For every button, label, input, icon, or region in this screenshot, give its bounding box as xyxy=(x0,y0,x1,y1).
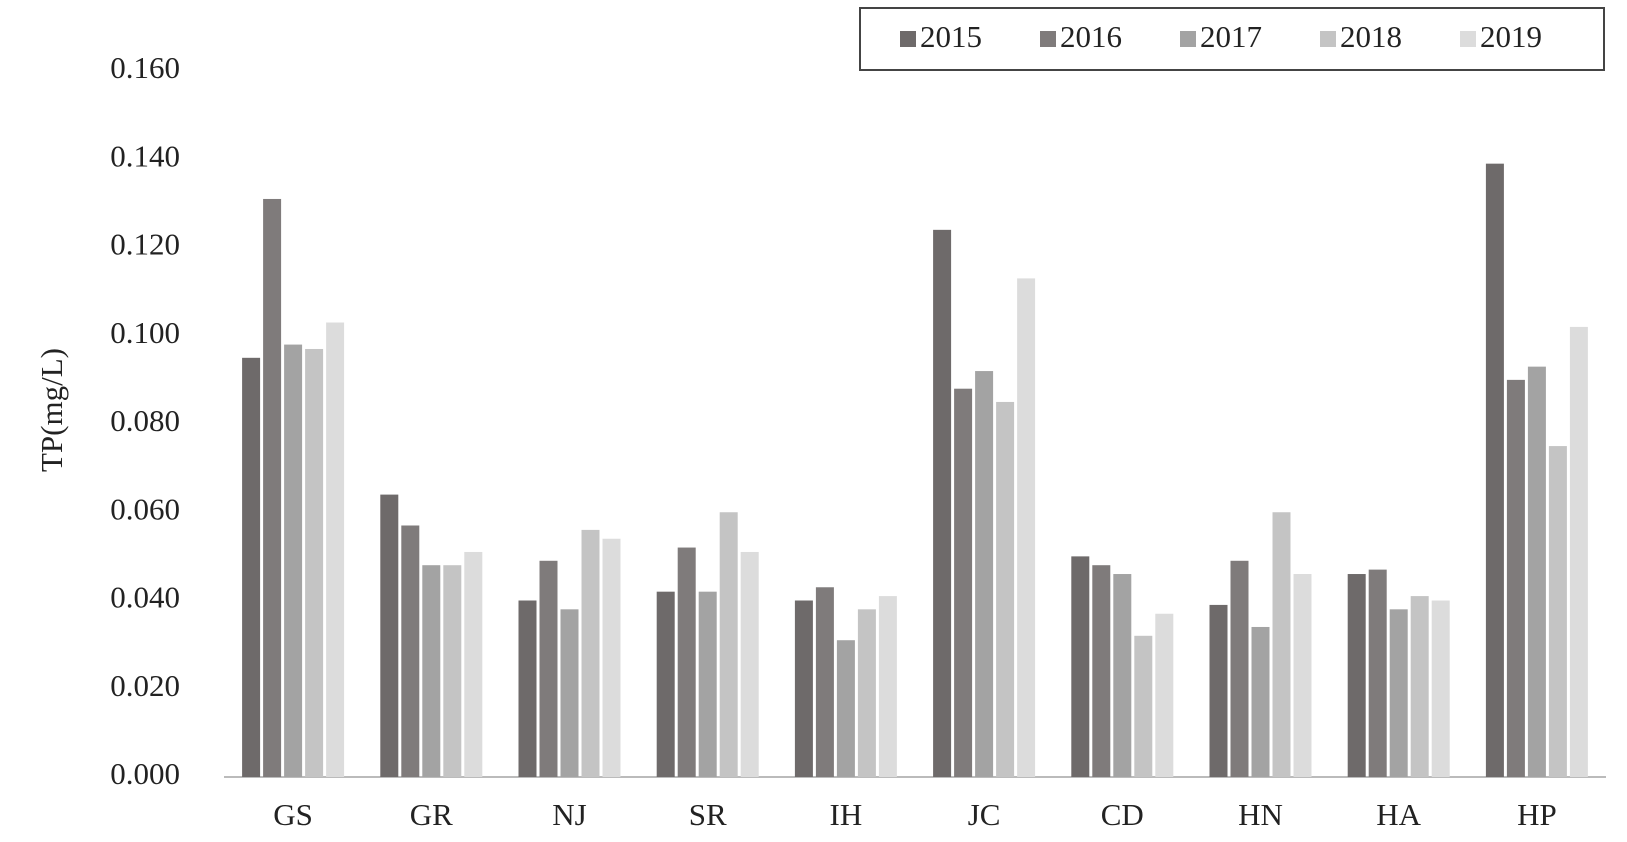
bar xyxy=(326,322,345,777)
x-tick-label: HP xyxy=(1517,797,1557,832)
x-tick-label: JC xyxy=(968,797,1001,832)
y-tick-label: 0.120 xyxy=(110,227,180,262)
bar xyxy=(1155,613,1174,777)
bar xyxy=(380,494,399,777)
bar xyxy=(401,525,420,777)
bar xyxy=(1017,278,1036,777)
bar xyxy=(933,229,952,778)
y-tick-label: 0.040 xyxy=(110,580,180,615)
legend-label: 2015 xyxy=(920,19,982,54)
bar xyxy=(954,388,973,777)
bar xyxy=(996,401,1015,777)
bar xyxy=(305,348,324,777)
bar xyxy=(539,560,558,777)
legend-label: 2017 xyxy=(1200,19,1262,54)
bar xyxy=(1272,512,1291,777)
bar xyxy=(815,587,834,777)
bar xyxy=(1548,446,1567,777)
legend-label: 2016 xyxy=(1060,19,1122,54)
x-tick-label: HN xyxy=(1238,797,1283,832)
bar xyxy=(1368,569,1387,777)
bar xyxy=(1569,326,1588,777)
bar xyxy=(1527,366,1546,777)
y-tick-label: 0.100 xyxy=(110,315,180,350)
x-tick-label: SR xyxy=(689,797,727,832)
bar xyxy=(836,640,855,777)
legend-swatch xyxy=(1040,31,1056,47)
bar xyxy=(422,565,441,777)
legend-box xyxy=(859,7,1605,71)
bar xyxy=(719,512,738,777)
y-tick-label: 0.080 xyxy=(110,403,180,438)
x-tick-label: IH xyxy=(830,797,863,832)
bar xyxy=(242,357,261,777)
legend-swatch xyxy=(900,31,916,47)
bar xyxy=(975,371,994,777)
bar xyxy=(464,551,483,777)
bar xyxy=(857,609,876,777)
bar xyxy=(1410,596,1429,777)
bar xyxy=(1113,574,1132,777)
y-tick-label: 0.020 xyxy=(110,668,180,703)
y-tick-label: 0.140 xyxy=(110,138,180,173)
bar xyxy=(518,600,537,777)
bar xyxy=(1293,574,1312,777)
y-tick-label: 0.160 xyxy=(110,50,180,85)
legend-swatch xyxy=(1460,31,1476,47)
legend-label: 2018 xyxy=(1340,19,1402,54)
bar xyxy=(656,591,675,777)
bar xyxy=(698,591,717,777)
bar xyxy=(1251,626,1270,777)
bar xyxy=(284,344,303,777)
bar xyxy=(794,600,813,777)
bar xyxy=(677,547,696,777)
bar xyxy=(560,609,579,777)
x-tick-label: NJ xyxy=(552,797,586,832)
bar xyxy=(1209,604,1228,777)
bar xyxy=(740,551,759,777)
bar xyxy=(581,529,600,777)
bar xyxy=(1389,609,1408,777)
y-tick-label: 0.000 xyxy=(110,756,180,791)
legend-swatch xyxy=(1320,31,1336,47)
legend-swatch xyxy=(1180,31,1196,47)
bar xyxy=(1431,600,1450,777)
x-tick-label: HA xyxy=(1376,797,1421,832)
bar xyxy=(443,565,462,777)
bar xyxy=(1230,560,1249,777)
bar xyxy=(1134,635,1153,777)
bar xyxy=(263,198,282,777)
x-tick-label: GR xyxy=(410,797,453,832)
y-axis-label: TP(mg/L) xyxy=(34,348,69,472)
x-tick-label: CD xyxy=(1101,797,1144,832)
bar xyxy=(1347,574,1366,777)
legend-label: 2019 xyxy=(1480,19,1542,54)
bar xyxy=(878,596,897,777)
bar xyxy=(1092,565,1111,777)
bar xyxy=(1506,379,1525,777)
x-tick-label: GS xyxy=(273,797,313,832)
bar xyxy=(1485,163,1504,778)
y-tick-label: 0.060 xyxy=(110,491,180,526)
bar xyxy=(602,538,621,777)
bar xyxy=(1071,556,1090,777)
